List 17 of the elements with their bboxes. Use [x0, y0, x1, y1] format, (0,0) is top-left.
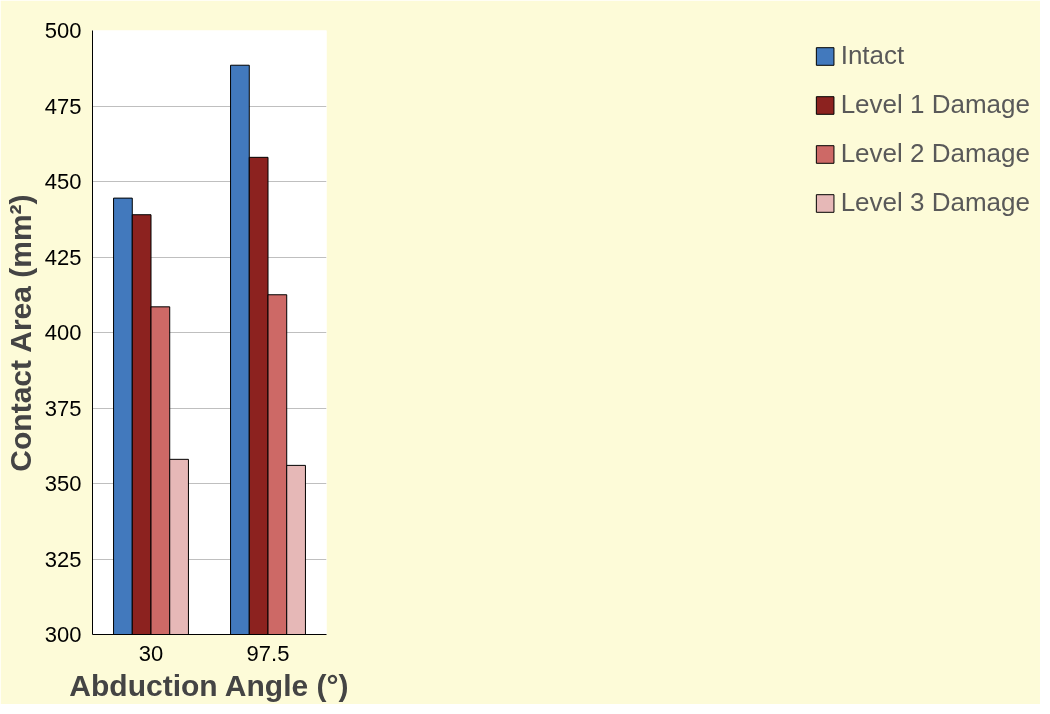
y-tick-label: 300 [44, 622, 82, 647]
y-tick-label: 450 [44, 169, 82, 194]
x-tick-label: 97.5 [246, 640, 290, 666]
y-tick-label: 375 [44, 395, 82, 421]
y-tick-label: 475 [44, 93, 82, 119]
legend-label: Intact [840, 40, 905, 71]
y-tick-label: 350 [44, 471, 82, 496]
legend-label: Level 1 Damage [840, 89, 1030, 120]
x-axis-title: Abduction Angle (°) [69, 668, 349, 702]
legend-label: Level 3 Damage [840, 187, 1030, 218]
y-tick-label: 500 [44, 18, 82, 43]
y-tick-label: 325 [44, 546, 82, 572]
x-tick-label: 30 [138, 640, 164, 666]
legend-label: Level 2 Damage [840, 138, 1030, 169]
y-tick-label: 400 [44, 320, 82, 345]
y-tick-label: 425 [44, 244, 82, 270]
y-axis-title: Contact Area (mm²) [3, 194, 37, 472]
